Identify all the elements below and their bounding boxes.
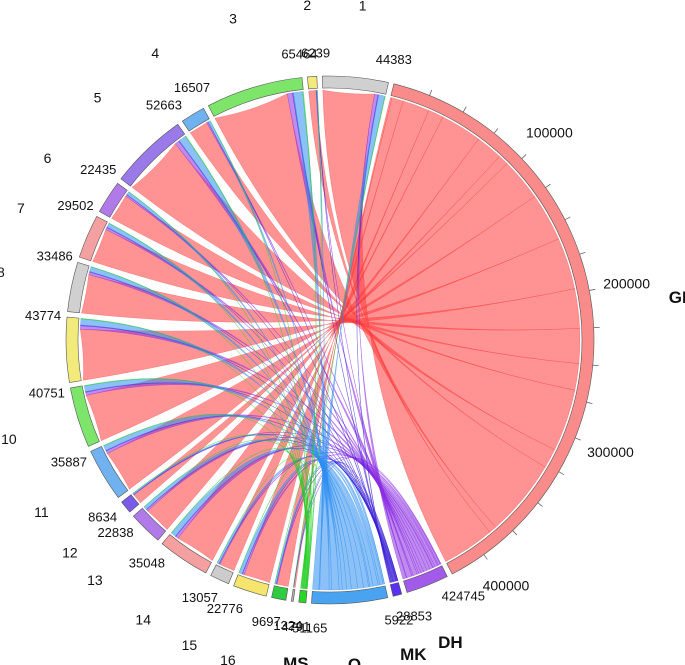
group-arc-ms [298,589,308,604]
group-name-label-3: 3 [229,10,237,26]
ribbon-ms-6 [128,191,307,589]
ribbon-ms-2 [300,90,322,589]
group-arc-mk [389,582,403,597]
group-arc-2 [307,76,318,90]
group-arc-6 [98,182,128,218]
gd-tick-mark [575,437,581,441]
group-total-label-13: 22838 [97,525,133,540]
gd-tick-label: 400000 [483,577,530,593]
group-total-label-17: 9697 [252,614,281,629]
group-name-label-gd: GD [669,288,685,307]
group-name-label-mk: MK [400,645,427,664]
gd-tick-mark [521,154,527,159]
group-total-label-7: 29502 [57,198,93,213]
group-total-label-16: 22776 [207,601,243,616]
group-total-label-1: 44383 [376,52,412,67]
group-arc-15 [210,564,234,585]
group-total-label-q: 51165 [292,620,327,635]
group-total-label-12: 8634 [88,510,117,525]
gd-tick-mark [462,106,467,113]
group-arc-17 [271,585,289,601]
group-name-label-7: 7 [17,200,25,216]
ribbon-ms-16 [238,460,312,590]
gd-tick-mark [589,288,596,291]
group-arc-1 [322,75,389,95]
group-arc-q [311,585,389,605]
ribbon-ms-15 [216,457,311,590]
group-name-label-ms: MS [283,654,309,665]
group-total-label-mk: 5922 [384,613,413,628]
group-total-label-15: 13057 [182,590,218,605]
group-total-label-2: 6239 [301,45,330,60]
group-name-label-6: 6 [44,150,52,166]
gd-tick-mark [586,401,593,404]
group-total-label-11: 35887 [51,455,87,470]
group-arc-5 [120,123,186,187]
group-arc-18 [290,588,296,602]
ribbon-ms-5 [185,135,308,589]
group-arc-11 [90,445,129,499]
gd-tick-label: 200000 [603,275,650,291]
group-name-label-14: 14 [135,611,151,627]
group-name-label-10: 10 [1,431,17,447]
group-name-label-12: 12 [62,545,78,561]
group-arc-7 [78,216,108,262]
ribbons-layer [79,89,581,591]
gd-tick-mark [512,530,518,536]
group-name-label-4: 4 [151,45,159,61]
gd-tick-mark [564,216,571,221]
group-name-label-17: 17 [257,662,273,665]
group-arc-8 [67,262,90,314]
group-arc-dh [403,565,448,593]
gd-tick-mark [537,502,543,507]
group-arc-gd [390,83,595,575]
group-total-label-6: 22435 [80,162,116,177]
group-name-label-13: 13 [87,572,103,588]
group-total-label-ms: 4791 [281,619,310,634]
group-total-label-8: 33486 [37,248,73,263]
ribbon-ms-4 [209,120,308,589]
group-arc-3 [207,77,304,117]
gd-tick-mark [592,364,599,367]
ribbon-ms-1 [300,95,386,589]
ribbon-ms-3 [300,91,317,589]
group-name-label-15: 15 [182,637,198,653]
group-arc-10 [70,385,100,447]
group-name-label-11: 11 [34,504,49,520]
group-name-label-8: 8 [0,264,5,280]
group-arc-9 [65,316,82,383]
group-total-label-10: 40751 [29,385,65,400]
group-total-label-dh: 28853 [396,608,432,623]
group-name-label-1: 1 [359,0,367,14]
group-name-label-dh: DH [438,633,463,652]
group-arc-12 [121,494,140,513]
group-arc-16 [233,574,270,597]
gd-tick-mark [558,471,565,476]
group-total-label-3: 65464 [281,47,317,62]
gd-tick-mark [429,89,433,96]
group-name-label-5: 5 [94,89,102,105]
group-name-label-q: Q [348,655,361,665]
group-total-label-5: 52663 [146,98,182,113]
gd-tick-mark [545,183,551,188]
group-total-label-18: 1324 [273,618,302,633]
gd-tick-label: 100000 [526,124,573,140]
group-total-label-14: 35048 [129,555,165,570]
ribbon-ms-18 [293,464,317,590]
group-total-label-9: 43774 [25,308,61,323]
group-total-label-4: 16507 [174,80,210,95]
group-name-label-16: 16 [220,652,236,665]
gd-tick-mark [579,251,586,255]
gd-tick-mark [483,554,488,560]
group-total-label-gd: 424745 [442,588,485,603]
gd-tick-label: 300000 [587,444,634,460]
arcs-layer [65,75,595,605]
group-arc-13 [132,507,167,541]
group-arc-4 [181,107,210,132]
group-arc-14 [161,534,212,574]
gd-tick-mark [493,128,499,134]
group-name-label-2: 2 [303,0,311,13]
